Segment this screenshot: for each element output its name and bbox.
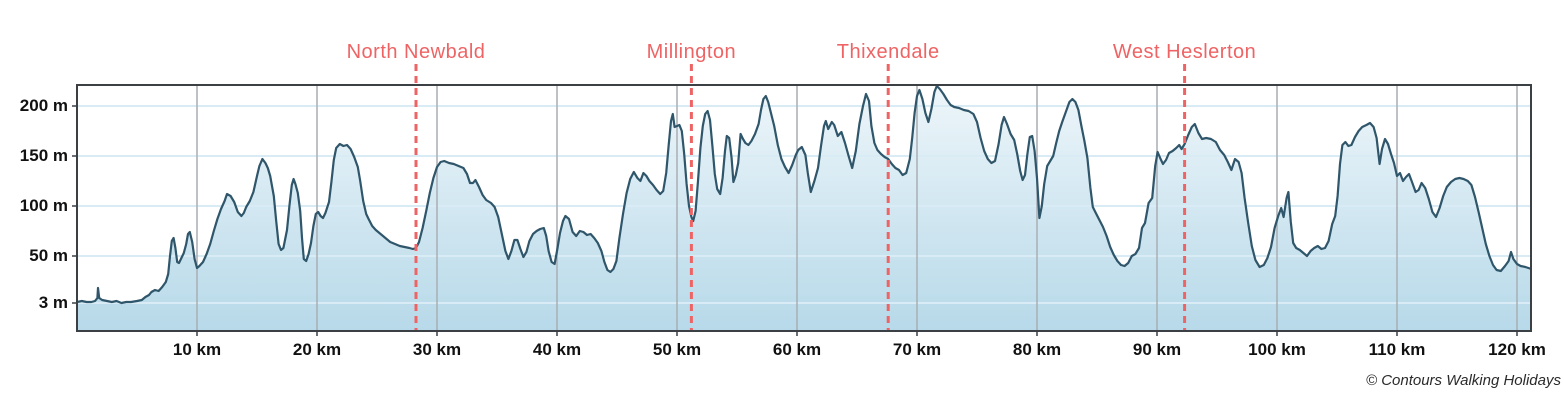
waypoint-label: West Heslerton [1112,41,1257,63]
x-tick-label: 120 km [1488,340,1546,359]
waypoint-label: North Newbald [346,41,486,63]
x-tick-label: 60 km [772,340,822,359]
plot-border [76,84,1532,332]
x-tick-label: 80 km [1012,340,1062,359]
x-tick-label: 20 km [292,340,342,359]
waypoint-label: Thixendale [836,41,940,63]
x-tick-label: 40 km [532,340,582,359]
y-tick-label: 200 m [19,96,68,115]
x-tick-label: 30 km [412,340,462,359]
y-tick-label: 50 m [29,246,68,265]
elevation-area [77,86,1531,331]
x-tick-label: 70 km [892,340,942,359]
waypoint-label: Millington [646,41,737,63]
x-tick-label: 90 km [1132,340,1182,359]
x-tick-label: 110 km [1368,340,1426,359]
copyright-credit: © Contours Walking Holidays [1365,372,1561,389]
y-tick-label: 100 m [19,196,68,215]
x-tick-label: 100 km [1248,340,1306,359]
x-tick-label: 10 km [172,340,222,359]
y-tick-label: 150 m [19,146,68,165]
elevation-line [77,85,1531,305]
x-tick-label: 50 km [652,340,702,359]
y-tick-label: 3 m [38,293,68,312]
